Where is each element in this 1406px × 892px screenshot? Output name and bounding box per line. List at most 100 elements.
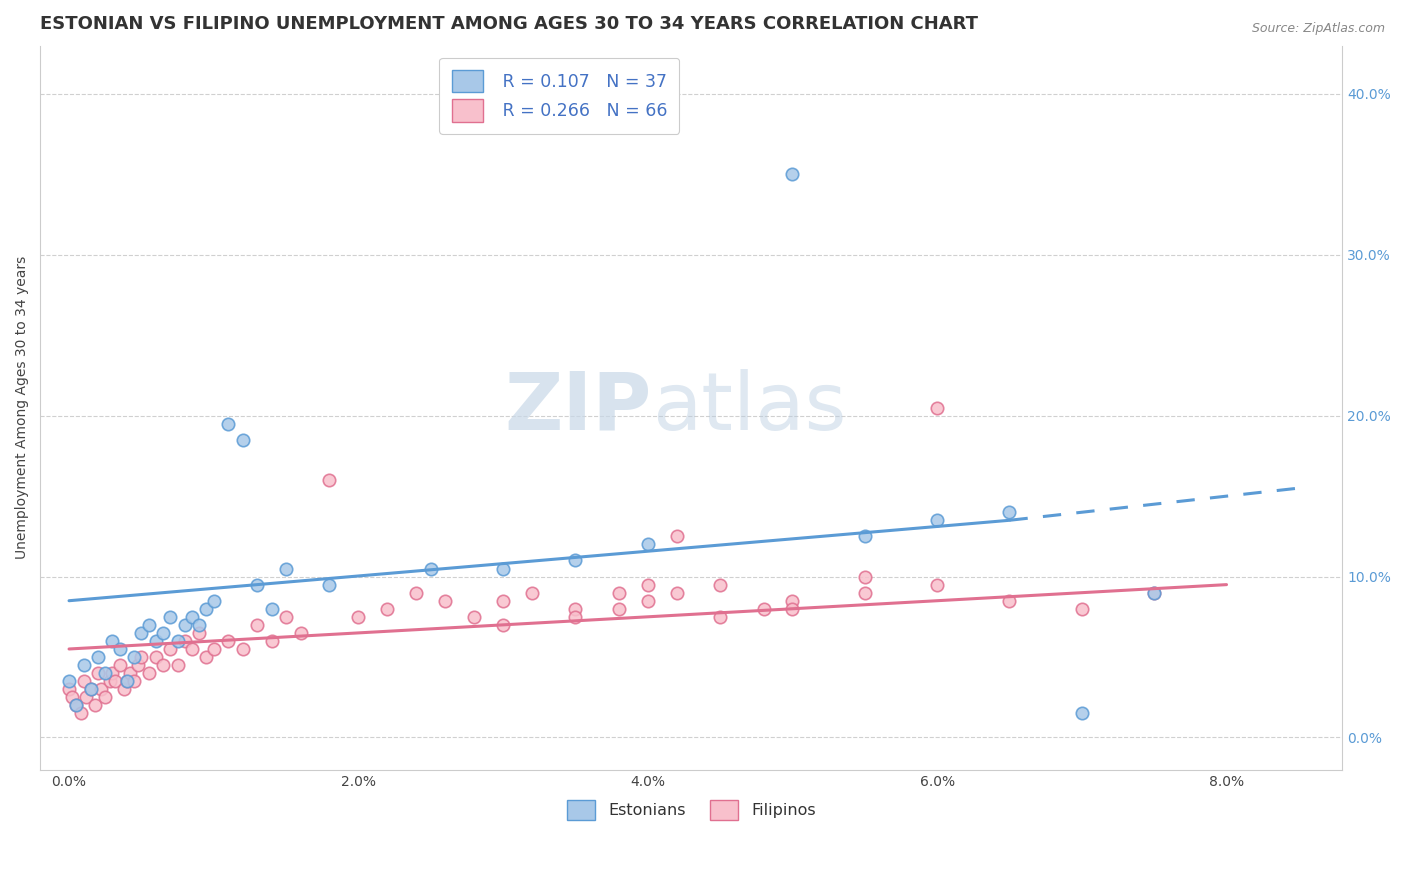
Point: [138, 666, 160, 681]
Point: [492, 593, 515, 607]
Point: [375, 601, 398, 615]
Point: [853, 585, 876, 599]
Point: [463, 609, 485, 624]
Point: [1070, 706, 1092, 721]
Point: [232, 642, 254, 657]
Point: [181, 609, 204, 624]
Point: [115, 674, 138, 689]
Point: [217, 634, 239, 648]
Text: ZIP: ZIP: [505, 368, 652, 447]
Point: [564, 601, 586, 615]
Point: [260, 634, 283, 648]
Point: [145, 650, 167, 665]
Point: [927, 513, 949, 527]
Point: [115, 674, 138, 689]
Point: [65, 698, 87, 713]
Point: [145, 634, 167, 648]
Point: [87, 650, 110, 665]
Point: [927, 401, 949, 415]
Point: [246, 577, 269, 591]
Point: [665, 585, 688, 599]
Point: [166, 634, 188, 648]
Point: [152, 626, 174, 640]
Point: [564, 609, 586, 624]
Point: [65, 698, 87, 713]
Point: [108, 658, 131, 673]
Point: [202, 642, 225, 657]
Point: [347, 609, 370, 624]
Point: [752, 601, 775, 615]
Point: [782, 601, 804, 615]
Point: [195, 601, 218, 615]
Point: [94, 690, 117, 705]
Point: [101, 666, 124, 681]
Point: [112, 682, 135, 697]
Point: [318, 473, 340, 487]
Point: [122, 674, 145, 689]
Point: [94, 666, 117, 681]
Point: [853, 529, 876, 543]
Point: [520, 585, 543, 599]
Point: [128, 658, 150, 673]
Point: [80, 682, 103, 697]
Point: [173, 634, 195, 648]
Point: [564, 553, 586, 567]
Point: [72, 658, 94, 673]
Point: [1143, 585, 1166, 599]
Point: [60, 690, 83, 705]
Point: [290, 626, 312, 640]
Point: [853, 569, 876, 583]
Point: [104, 674, 127, 689]
Point: [274, 561, 297, 575]
Point: [98, 674, 121, 689]
Point: [72, 674, 94, 689]
Point: [492, 561, 515, 575]
Point: [152, 658, 174, 673]
Point: [75, 690, 97, 705]
Point: [118, 666, 141, 681]
Point: [782, 593, 804, 607]
Point: [202, 593, 225, 607]
Point: [637, 537, 659, 551]
Point: [181, 642, 204, 657]
Point: [1070, 601, 1092, 615]
Point: [246, 618, 269, 632]
Point: [108, 642, 131, 657]
Point: [138, 618, 160, 632]
Point: [87, 666, 110, 681]
Point: [84, 698, 107, 713]
Point: [188, 618, 211, 632]
Legend: Estonians, Filipinos: Estonians, Filipinos: [560, 794, 823, 827]
Text: Source: ZipAtlas.com: Source: ZipAtlas.com: [1251, 22, 1385, 36]
Point: [217, 417, 239, 431]
Point: [709, 577, 731, 591]
Point: [998, 505, 1021, 519]
Point: [101, 634, 124, 648]
Point: [173, 618, 195, 632]
Point: [80, 682, 103, 697]
Point: [131, 650, 153, 665]
Point: [274, 609, 297, 624]
Point: [637, 593, 659, 607]
Point: [90, 682, 112, 697]
Point: [159, 609, 181, 624]
Point: [166, 658, 188, 673]
Point: [927, 577, 949, 591]
Point: [709, 609, 731, 624]
Point: [607, 601, 630, 615]
Point: [1143, 585, 1166, 599]
Point: [998, 593, 1021, 607]
Point: [69, 706, 91, 721]
Point: [131, 626, 153, 640]
Point: [195, 650, 218, 665]
Point: [58, 682, 80, 697]
Point: [318, 577, 340, 591]
Point: [637, 577, 659, 591]
Text: atlas: atlas: [652, 368, 846, 447]
Point: [159, 642, 181, 657]
Point: [58, 674, 80, 689]
Point: [419, 561, 441, 575]
Point: [405, 585, 427, 599]
Point: [188, 626, 211, 640]
Point: [782, 167, 804, 181]
